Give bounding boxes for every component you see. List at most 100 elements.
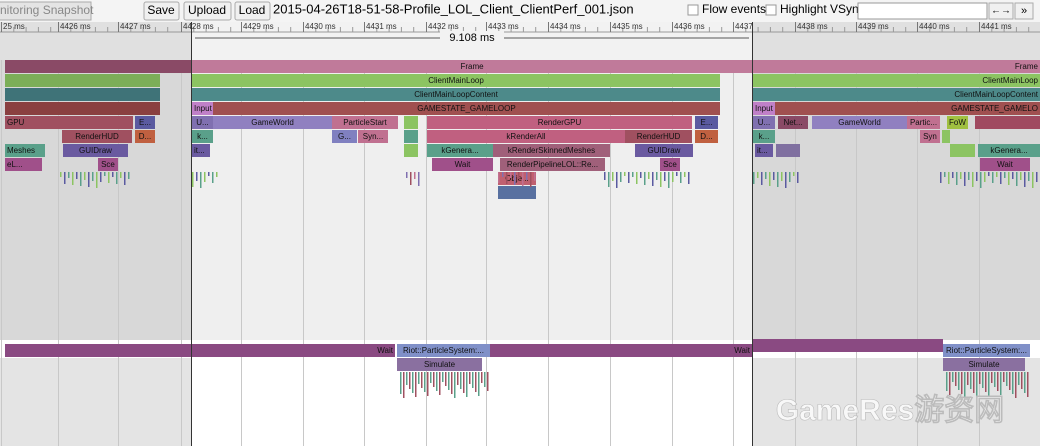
slice-bar: [753, 60, 1040, 73]
slice-bar: [192, 60, 752, 73]
sample: [481, 372, 483, 383]
sample: [410, 172, 412, 185]
load-button[interactable]: [234, 1, 271, 21]
nav-button[interactable]: [988, 2, 1014, 20]
sample: [424, 372, 426, 392]
sample: [1009, 372, 1011, 390]
slice-bar: [5, 144, 45, 157]
slice-bar: [975, 116, 1040, 129]
sample: [463, 372, 465, 393]
sample: [1016, 172, 1018, 186]
sample: [616, 172, 618, 188]
slice: it...: [755, 144, 773, 157]
flow-events-checkbox[interactable]: [687, 4, 699, 16]
slice: GAMESTATE_GAMELOOP: [213, 102, 720, 115]
sample: [676, 172, 678, 176]
slice-label: kGenera...: [441, 146, 478, 155]
sample: [484, 372, 486, 387]
sample: [433, 372, 435, 387]
dimmed-left-worker: [0, 358, 192, 446]
slice-label: Net...: [783, 118, 802, 127]
slice-bar: [427, 144, 493, 157]
sample: [1000, 372, 1002, 395]
slice-bar: [753, 130, 775, 143]
sample: [1021, 372, 1023, 389]
slice: [942, 130, 950, 143]
slice-label: GAMESTATE_GAMELO: [951, 104, 1038, 113]
slice-bar: [192, 116, 213, 129]
slice: RenderHUD: [62, 130, 132, 143]
sample: [487, 372, 489, 391]
sample: [439, 372, 441, 395]
snapshot-button[interactable]: [0, 1, 92, 21]
nav-label: ←→: [991, 6, 1011, 17]
sample: [660, 172, 662, 187]
slice-label: Wait: [377, 346, 393, 355]
snapshot-label: nitoring Snapshot: [0, 3, 94, 17]
sample: [96, 172, 98, 188]
slice: Sce: [98, 158, 118, 171]
sample: [753, 172, 755, 184]
slice-bar: [695, 130, 718, 143]
sample: [994, 372, 996, 387]
save-label: Save: [147, 3, 175, 17]
vsync-checkbox[interactable]: [765, 4, 777, 16]
save-button[interactable]: [143, 1, 180, 21]
sample: [960, 172, 962, 179]
sample: [414, 172, 416, 179]
sample: [967, 372, 969, 385]
sample: [522, 172, 524, 186]
slice-bar: [920, 130, 940, 143]
ruler-tick-label: 4435 ms: [612, 22, 643, 31]
slice-bar: [775, 102, 1040, 115]
slice-bar: [5, 116, 133, 129]
ruler-tick-label: 4434 ms: [550, 22, 581, 31]
sample: [514, 172, 516, 185]
sample: [76, 172, 78, 179]
slice-bar: [404, 130, 418, 143]
sample: [406, 372, 408, 385]
slice-bar: [980, 158, 1030, 171]
sample: [664, 172, 666, 181]
more-button[interactable]: [1014, 2, 1034, 20]
sample: [418, 372, 420, 384]
slice-bar: [63, 144, 128, 157]
ruler-tick-label: 4428 ms: [183, 22, 214, 31]
slice: Wait: [980, 158, 1030, 171]
slice: it...: [192, 144, 210, 157]
slice-bar: [978, 144, 1040, 157]
slice-label: G...: [338, 132, 351, 141]
slice: Riot::ParticleSystem:...: [397, 344, 490, 357]
slice-label: ClientMainLoopContent: [414, 90, 498, 99]
sample: [192, 172, 194, 187]
sample: [624, 172, 626, 176]
ruler-tick-label: 4437: [735, 22, 753, 31]
slice: [753, 339, 943, 352]
slice-bar: [5, 158, 42, 171]
sample: [961, 372, 963, 394]
ruler-tick-label: 4431 ms: [366, 22, 397, 31]
slice-bar: [5, 60, 192, 73]
sample: [980, 172, 982, 188]
sample: [212, 172, 214, 183]
upload-button[interactable]: [183, 1, 232, 21]
slice-bar: [5, 344, 395, 357]
slice: kGenera...: [427, 144, 493, 157]
sample: [104, 172, 106, 176]
slice: Sce: [660, 158, 680, 171]
slice: [5, 74, 160, 87]
search-box[interactable]: [857, 2, 988, 20]
slice: Wait: [5, 344, 395, 357]
sample: [518, 172, 520, 179]
sample: [112, 172, 114, 177]
sample: [761, 172, 763, 185]
sample: [940, 172, 942, 183]
sample: [773, 172, 775, 180]
ruler-tick-label: 4432 ms: [428, 22, 459, 31]
selection-duration: 9.108 ms: [449, 32, 495, 44]
ruler-tick-label: 4427 ms: [120, 22, 151, 31]
slice-bar: [213, 116, 332, 129]
slice: k...: [192, 130, 213, 143]
sample: [1012, 372, 1014, 394]
slice-label: it...: [194, 146, 205, 155]
